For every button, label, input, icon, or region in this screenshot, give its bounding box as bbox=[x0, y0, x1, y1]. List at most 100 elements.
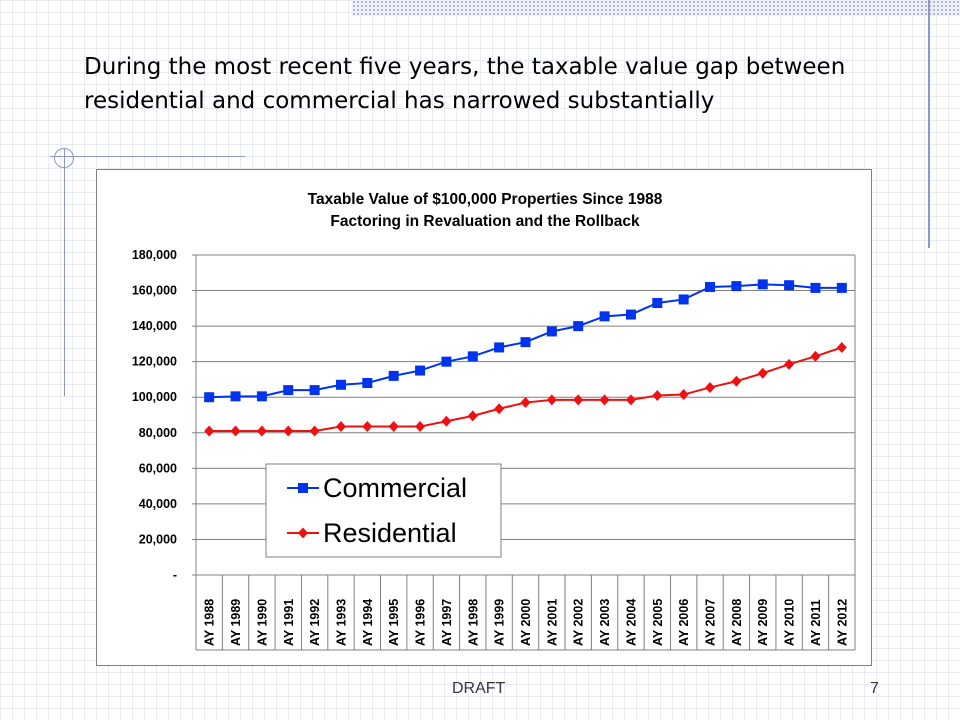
footer-draft-label: DRAFT bbox=[452, 680, 506, 697]
x-tick-label: AY 2007 bbox=[704, 599, 718, 646]
data-point-commercial bbox=[467, 351, 478, 362]
x-tick-label: AY 2005 bbox=[651, 599, 665, 646]
data-point-commercial bbox=[652, 298, 663, 308]
decorative-top-band bbox=[352, 0, 960, 16]
chart-container: Taxable Value of $100,000 Properties Sin… bbox=[96, 169, 872, 666]
legend-box bbox=[265, 463, 502, 558]
x-tick-label: AY 1999 bbox=[493, 599, 507, 646]
data-point-residential bbox=[810, 350, 821, 362]
data-point-residential bbox=[283, 425, 294, 437]
legend-label-commercial: Commercial bbox=[323, 473, 467, 503]
y-tick-label: - bbox=[173, 568, 177, 582]
x-tick-label: AY 2003 bbox=[598, 599, 612, 646]
decorative-vertical-line-right bbox=[928, 0, 930, 248]
data-point-residential bbox=[836, 341, 847, 353]
data-point-commercial bbox=[388, 370, 399, 381]
data-point-residential bbox=[520, 397, 531, 409]
data-point-residential bbox=[573, 394, 584, 406]
x-tick-label: AY 2004 bbox=[624, 599, 638, 646]
y-tick-label: 80,000 bbox=[139, 426, 177, 440]
data-point-commercial bbox=[810, 282, 821, 293]
x-tick-label: AY 1994 bbox=[361, 599, 375, 646]
data-point-residential bbox=[362, 421, 373, 433]
data-point-commercial bbox=[335, 379, 346, 390]
x-tick-label: AY 1989 bbox=[229, 599, 243, 646]
legend-label-residential: Residential bbox=[323, 518, 457, 548]
decorative-vertical-line-left bbox=[64, 148, 65, 396]
x-axis: AY 1988 AY 1989 AY 1990 AY 1991 AY 1992 AY 19… bbox=[195, 575, 856, 651]
x-tick-label: AY 2011 bbox=[809, 599, 823, 646]
x-tick-label: AY 2009 bbox=[756, 599, 770, 646]
x-tick-label: AY 1991 bbox=[282, 599, 296, 646]
decorative-title-underline bbox=[50, 156, 245, 157]
data-point-residential bbox=[757, 367, 768, 379]
x-tick-label: AY 1988 bbox=[203, 599, 217, 646]
data-point-commercial bbox=[520, 337, 531, 348]
data-point-residential bbox=[256, 425, 267, 437]
data-point-commercial bbox=[678, 294, 689, 305]
data-point-commercial bbox=[757, 279, 768, 290]
chart-series bbox=[204, 279, 847, 437]
data-point-commercial bbox=[836, 282, 847, 293]
data-point-commercial bbox=[309, 385, 320, 396]
x-tick-label: AY 1993 bbox=[334, 599, 348, 646]
data-point-residential bbox=[467, 410, 478, 422]
x-tick-label: AY 1996 bbox=[414, 599, 428, 646]
data-point-residential bbox=[335, 421, 346, 433]
data-point-commercial bbox=[784, 280, 795, 291]
chart-title: Taxable Value of $100,000 Properties Sin… bbox=[308, 191, 663, 208]
data-point-residential bbox=[678, 389, 689, 401]
data-point-residential bbox=[441, 415, 452, 427]
data-point-residential bbox=[309, 425, 320, 437]
chart-subtitle: Factoring in Revaluation and the Rollbac… bbox=[330, 213, 640, 230]
y-tick-label: 160,000 bbox=[132, 284, 177, 298]
page-number: 7 bbox=[870, 680, 879, 697]
x-tick-label: AY 1997 bbox=[440, 599, 454, 646]
data-point-commercial bbox=[204, 392, 215, 403]
data-point-residential bbox=[599, 394, 610, 406]
x-tick-label: AY 2001 bbox=[545, 599, 559, 646]
data-point-commercial bbox=[546, 326, 557, 337]
data-point-commercial bbox=[573, 321, 584, 332]
data-point-residential bbox=[705, 381, 716, 393]
x-tick-label: AY 2006 bbox=[677, 599, 691, 646]
y-tick-label: 180,000 bbox=[132, 248, 177, 262]
data-point-commercial bbox=[705, 282, 716, 292]
x-tick-label: AY 2002 bbox=[572, 599, 586, 646]
chart-legend: Commercial Residential bbox=[265, 463, 502, 558]
data-point-commercial bbox=[441, 356, 452, 367]
y-tick-label: 40,000 bbox=[139, 497, 177, 511]
data-point-residential bbox=[388, 421, 399, 433]
y-tick-label: 140,000 bbox=[132, 319, 177, 333]
x-tick-label: AY 2008 bbox=[730, 599, 744, 646]
line-chart: Taxable Value of $100,000 Properties Sin… bbox=[132, 191, 856, 651]
data-point-residential bbox=[415, 421, 426, 433]
x-tick-label: AY 1990 bbox=[255, 599, 269, 646]
data-point-commercial bbox=[283, 385, 294, 396]
data-point-commercial bbox=[415, 365, 426, 376]
data-point-commercial bbox=[731, 281, 742, 292]
data-point-residential bbox=[230, 425, 241, 437]
data-point-residential bbox=[784, 358, 795, 370]
y-tick-label: 60,000 bbox=[139, 461, 177, 475]
data-point-commercial bbox=[256, 391, 267, 402]
x-tick-label: AY 2012 bbox=[835, 599, 849, 646]
x-tick-label: AY 2000 bbox=[519, 599, 533, 646]
x-tick-label: AY 1995 bbox=[387, 599, 401, 646]
data-point-residential bbox=[652, 389, 663, 401]
y-axis: - 20,000 40,000 60,000 80,000 100,000 120,000 1… bbox=[132, 248, 197, 582]
x-tick-label: AY 1992 bbox=[308, 599, 322, 646]
data-point-commercial bbox=[230, 391, 241, 402]
y-tick-label: 120,000 bbox=[132, 355, 177, 369]
data-point-residential bbox=[546, 394, 557, 406]
data-point-residential bbox=[625, 394, 636, 406]
legend-swatch-marker-residential bbox=[298, 527, 308, 539]
x-tick-label: AY 1998 bbox=[466, 599, 480, 646]
data-point-residential bbox=[204, 425, 215, 437]
y-tick-label: 100,000 bbox=[132, 390, 177, 404]
data-point-residential bbox=[731, 375, 742, 387]
decorative-corner-circle bbox=[54, 148, 74, 168]
x-tick-label: AY 2010 bbox=[783, 599, 797, 646]
data-point-commercial bbox=[494, 342, 505, 353]
y-tick-label: 20,000 bbox=[139, 532, 177, 546]
